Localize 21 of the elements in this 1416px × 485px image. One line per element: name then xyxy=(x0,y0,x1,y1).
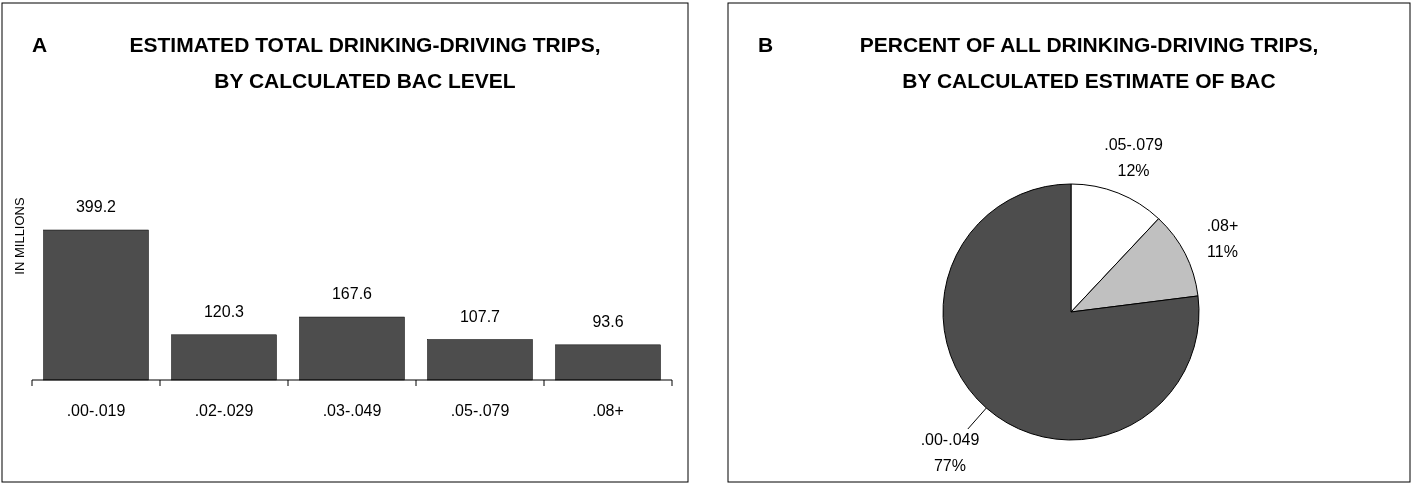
data-label: 12% xyxy=(1117,161,1150,179)
data-label: 11% xyxy=(1207,242,1238,260)
data-label: 77% xyxy=(933,457,966,475)
data-label: 167.6 xyxy=(331,285,373,303)
x-tick-label: .05-.079 xyxy=(450,402,510,419)
x-tick-label: .00-.019 xyxy=(66,402,126,419)
text: B xyxy=(758,33,774,56)
slice-label: .05-.079 xyxy=(1104,135,1164,153)
chart-title: ESTIMATED TOTAL DRINKING-DRIVING TRIPS, BY CALCULATED BAC LEVEL xyxy=(129,33,601,92)
x-tick-label: .02-.029 xyxy=(194,402,254,419)
y-axis-title: IN MILLIONS xyxy=(12,197,27,275)
data-label: 120.3 xyxy=(203,302,245,320)
chart-title: PERCENT OF ALL DRINKING-DRIVING TRIPS, BY CALCULATED ESTIMATE OF BAC xyxy=(859,33,1319,92)
x-tick-label: .08+ xyxy=(592,402,624,419)
x-tick-label: .03-.049 xyxy=(322,402,382,419)
data-label: 399.2 xyxy=(75,198,117,215)
slice-label: .00-.049 xyxy=(920,431,980,449)
slice-label: .08+ xyxy=(1206,216,1239,234)
data-label: 93.6 xyxy=(592,312,624,330)
data-label: 107.7 xyxy=(459,307,501,325)
text: A xyxy=(32,33,48,56)
